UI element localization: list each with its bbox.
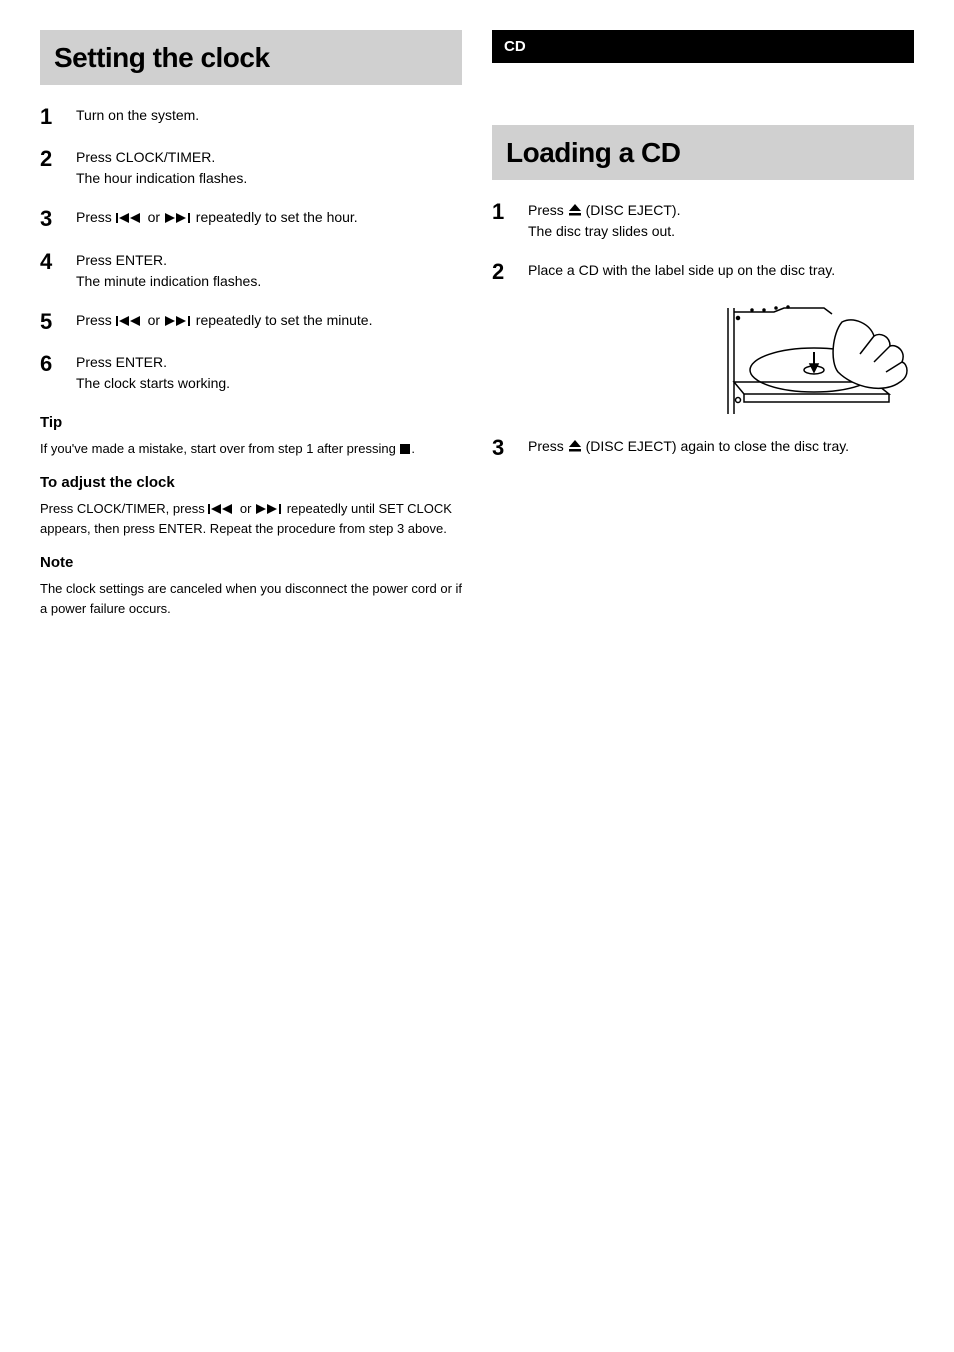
step-num: 3: [40, 207, 64, 231]
adjust-heading: To adjust the clock: [40, 472, 462, 493]
step-num: 6: [40, 352, 64, 394]
step: 2 Press CLOCK/TIMER.The hour indication f…: [40, 147, 462, 189]
step-num: 5: [40, 310, 64, 334]
step-body: Press ENTER.The clock starts working.: [76, 352, 230, 394]
next-track-icon: [164, 212, 192, 224]
next-track-icon: [164, 315, 192, 327]
next-track-icon: [255, 503, 283, 515]
step-body: Press or repeatedly to set the minute.: [76, 310, 372, 334]
step: 1 Press (DISC EJECT).The disc tray slides…: [492, 200, 914, 242]
step-num: 2: [40, 147, 64, 189]
step-body: Press ENTER.The minute indication flashe…: [76, 250, 261, 292]
prev-track-icon: [116, 315, 144, 327]
step-body: Press (DISC EJECT).The disc tray slides …: [528, 200, 680, 242]
step-body: Turn on the system.: [76, 105, 199, 129]
tip-heading: Tip: [40, 412, 462, 433]
step: 4 Press ENTER.The minute indication flash…: [40, 250, 462, 292]
spacer: [492, 69, 914, 125]
step: 5 Press or repeatedly to set the minute.: [40, 310, 462, 334]
prev-track-icon: [116, 212, 144, 224]
steps-list-right: 1 Press (DISC EJECT).The disc tray slides…: [492, 200, 914, 460]
step: 3 Press or repeatedly to set the hour.: [40, 207, 462, 231]
cd-tab: CD: [492, 30, 914, 63]
step: 1 Turn on the system.: [40, 105, 462, 129]
adjust-body: Press CLOCK/TIMER, press or repeatedly u…: [40, 499, 462, 538]
step: 3 Press (DISC EJECT) again to close the d…: [492, 436, 914, 460]
tip-body: If you've made a mistake, start over fro…: [40, 439, 462, 459]
step-body: Press or repeatedly to set the hour.: [76, 207, 358, 231]
left-column: Setting the clock 1Turn on the system.2P…: [40, 30, 462, 632]
cd-tray-illustration: [714, 302, 914, 422]
note-heading: Note: [40, 552, 462, 573]
eject-icon: [568, 439, 582, 453]
note-body: The clock settings are canceled when you…: [40, 579, 462, 618]
title-loading-cd: Loading a CD: [492, 125, 914, 180]
stop-icon: [399, 443, 411, 455]
eject-icon: [568, 203, 582, 217]
step-num: 4: [40, 250, 64, 292]
prev-track-icon: [208, 503, 236, 515]
step-num: 1: [40, 105, 64, 129]
step: 6 Press ENTER.The clock starts working.: [40, 352, 462, 394]
step-num: 1: [492, 200, 516, 242]
step-body: Place a CD with the label side up on the…: [528, 260, 835, 284]
step: 2 Place a CD with the label side up on th…: [492, 260, 914, 284]
steps-list-left: 1 Turn on the system. 2 Press CLOCK/TIMER.T…: [40, 105, 462, 394]
title-setting-clock: Setting the clock: [40, 30, 462, 85]
step-num: 2: [492, 260, 516, 284]
step-num: 3: [492, 436, 516, 460]
step-body: Press CLOCK/TIMER.The hour indication fl…: [76, 147, 247, 189]
right-column: CD Loading a CD 1 Press (DISC EJECT).The …: [492, 30, 914, 632]
step-body: Press (DISC EJECT) again to close the di…: [528, 436, 849, 460]
